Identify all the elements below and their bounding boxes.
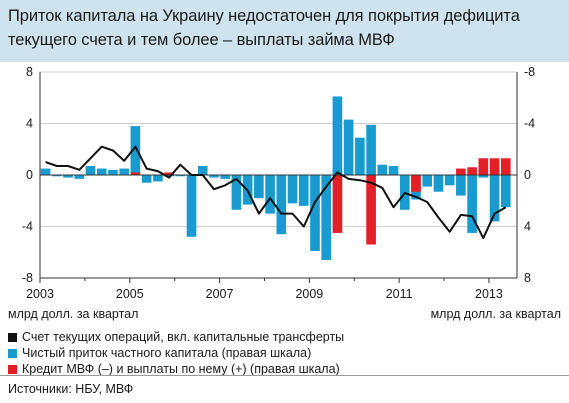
private-capital-bar-9 (141, 175, 152, 183)
private-capital-bar-37 (456, 175, 466, 196)
private-capital-bar-3 (74, 175, 85, 179)
private-capital-bar-41 (500, 175, 511, 208)
left-tick-label-1: 4 (26, 117, 33, 131)
imf-bars (130, 158, 511, 245)
legend-label-imf: Кредит МВФ (–) и выплаты по нему (+) (пр… (22, 362, 340, 376)
private-capital-bar-28 (355, 137, 365, 175)
x-tick-label-1: 2005 (116, 287, 144, 301)
right-tick-label-1: -4 (524, 117, 535, 131)
private-capital-bar-39 (478, 175, 489, 178)
imf-bar-8 (130, 172, 141, 175)
private-capital-bar-16 (220, 175, 231, 179)
private-capital-bar-20 (265, 175, 275, 214)
imf-bar-33 (411, 175, 421, 192)
private-capital-bar-38 (467, 175, 477, 233)
private-capital-bar-12 (175, 175, 186, 177)
legend-swatch-current-account (8, 333, 17, 342)
private-capital-bar-14 (197, 165, 208, 175)
x-tick-label-0: 2003 (26, 287, 54, 301)
left-tick-label-2: 0 (26, 168, 33, 182)
private-capital-bar-0 (40, 168, 51, 175)
legend-item-current-account: Счет текущих операций, вкл. капитальные … (8, 330, 344, 344)
imf-bar-37 (456, 168, 466, 175)
right-tick-label-3: 4 (524, 220, 531, 234)
private-capital-bar-23 (298, 175, 309, 206)
private-capital-bar-19 (254, 175, 264, 199)
private-capital-bar-2 (63, 175, 73, 178)
private-capital-bar-31 (388, 165, 399, 175)
imf-bar-11 (164, 172, 174, 175)
imf-bar-41 (500, 158, 511, 175)
right-tick-label-4: 8 (524, 271, 531, 285)
private-capital-bar-36 (444, 175, 455, 186)
private-capital-bar-4 (85, 165, 96, 175)
legend-swatch-imf (8, 365, 17, 374)
imf-bar-29 (366, 175, 376, 245)
private-capital-bar-6 (108, 169, 118, 175)
left-tick-label-3: -4 (22, 220, 33, 234)
axes (39, 72, 518, 283)
private-capital-bar-10 (153, 175, 163, 182)
left-axis-unit-label: млрд долл. за квартал (8, 307, 138, 321)
private-capital-bar-22 (287, 175, 298, 204)
chart-title-line-2: текущего счета и тем более – выплаты зай… (8, 31, 395, 49)
left-tick-label-4: -8 (22, 271, 33, 285)
private-capital-bar-15 (209, 175, 219, 178)
axis-labels: 8 4 0 -4 -8 -8 -4 0 4 8 2003 2005 2007 2009 2011 2013 мл… (8, 65, 561, 321)
source-note: Источники: НБУ, МВФ (8, 382, 134, 396)
private-capital-bars (40, 96, 511, 260)
x-tick-label-5: 2013 (475, 287, 503, 301)
right-tick-label-2: 0 (524, 168, 531, 182)
legend-label-current-account: Счет текущих операций, вкл. капитальные … (22, 330, 345, 344)
imf-bar-26 (332, 175, 343, 233)
chart-plot: 8 4 0 -4 -8 -8 -4 0 4 8 2003 2005 2007 2009 2011 2013 мл… (8, 65, 561, 321)
imf-bar-40 (489, 158, 500, 175)
left-tick-label-0: 8 (26, 65, 33, 79)
private-capital-bar-27 (343, 119, 354, 175)
private-capital-bar-30 (377, 164, 388, 175)
current-account-polyline (45, 145, 507, 240)
private-capital-bar-1 (52, 175, 62, 177)
legend-item-imf: Кредит МВФ (–) и выплаты по нему (+) (пр… (8, 362, 340, 376)
chart-title-line-1: Приток капитала на Украину недостаточен … (8, 7, 520, 25)
private-capital-bar-13 (186, 175, 197, 237)
legend-label-private-capital: Чистый приток частного капитала (правая … (22, 346, 312, 360)
right-tick-label-0: -8 (524, 65, 535, 79)
x-tick-label-4: 2011 (386, 287, 413, 301)
title-bar: Приток капитала на Украину недостаточен … (0, 0, 569, 62)
private-capital-bar-25 (321, 175, 332, 260)
right-axis-unit-label: млрд долл. за квартал (431, 307, 561, 321)
private-capital-bar-35 (433, 175, 444, 192)
private-capital-bar-29 (366, 124, 376, 175)
private-capital-bar-24 (310, 175, 320, 251)
x-tick-label-3: 2009 (295, 287, 323, 301)
private-capital-bar-17 (231, 175, 242, 210)
private-capital-bar-7 (119, 168, 130, 175)
x-tick-label-2: 2007 (206, 287, 234, 301)
legend-swatch-private-capital (8, 349, 17, 358)
imf-bar-38 (467, 167, 477, 175)
private-capital-bar-21 (276, 175, 287, 235)
private-capital-bar-40 (489, 175, 500, 222)
private-capital-bar-8 (130, 126, 141, 175)
private-capital-bar-5 (96, 168, 107, 175)
divider (0, 375, 569, 376)
legend-item-private-capital: Чистый приток частного капитала (правая … (8, 346, 311, 360)
private-capital-bar-26 (332, 96, 343, 175)
imf-bar-39 (478, 158, 489, 175)
current-account-line (45, 145, 507, 240)
private-capital-bar-34 (422, 175, 433, 187)
private-capital-bar-11 (164, 175, 174, 177)
